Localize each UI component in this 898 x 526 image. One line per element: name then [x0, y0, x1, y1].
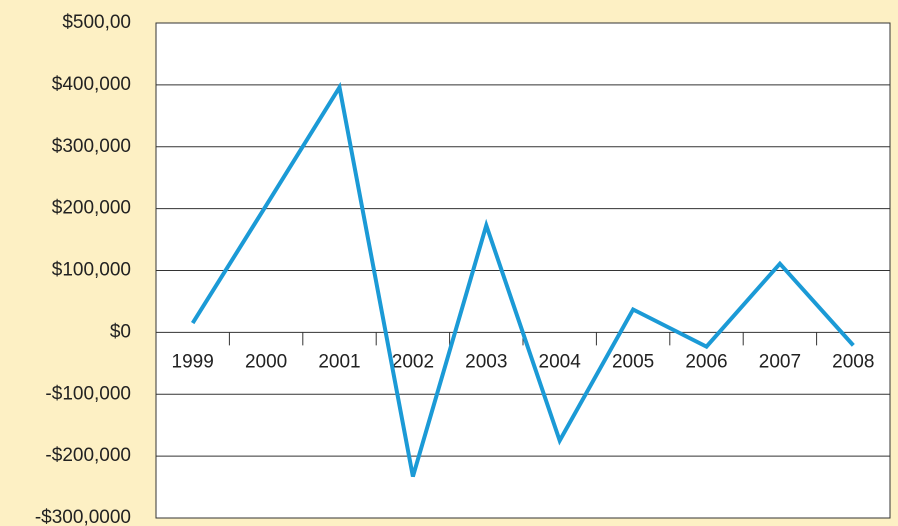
x-tick-label: 2005 [612, 351, 654, 372]
y-tick-label: $0 [110, 321, 131, 342]
x-tick-label: 2000 [245, 351, 287, 372]
x-tick-label: 2007 [759, 351, 801, 372]
data-line [191, 81, 855, 478]
x-tick-label: 2003 [465, 351, 507, 372]
y-tick-label: -$200,000 [45, 445, 131, 466]
x-tick-label: 2006 [685, 351, 727, 372]
y-tick-label: $200,000 [52, 198, 131, 219]
x-tick-label: 2001 [318, 351, 360, 372]
x-tick-label: 2004 [539, 351, 582, 372]
y-tick-label: $300,000 [52, 136, 131, 157]
y-tick-label: $500,00 [62, 12, 131, 33]
x-tick-label: 2002 [392, 351, 434, 372]
y-tick-label: $400,000 [52, 74, 131, 95]
y-tick-label: $100,000 [52, 260, 131, 281]
y-tick-label: -$100,000 [45, 383, 131, 404]
x-tick-label: 1999 [172, 351, 214, 372]
x-tick-label: 2008 [832, 351, 874, 372]
y-tick-label: -$300,0000 [35, 507, 131, 526]
